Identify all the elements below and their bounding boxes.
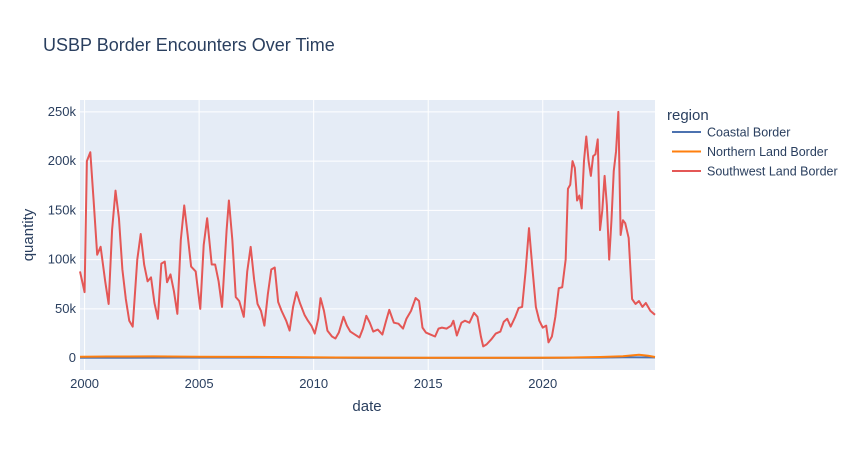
x-tick-label: 2015 (414, 376, 443, 391)
y-tick-label: 0 (69, 350, 76, 365)
x-tick-label: 2020 (528, 376, 557, 391)
tick-labels: 2000 2005 2010 2015 2020 0 50k 100k 150k 200k 250k (48, 104, 557, 391)
x-axis-title: date (352, 398, 381, 415)
legend: region Coastal Border Northern Land Borde… (667, 107, 838, 179)
series-line-northern-land-border (79, 353, 656, 359)
legend-label[interactable]: Coastal Border (707, 126, 790, 140)
x-tick-label: 2000 (70, 376, 99, 391)
x-tick-label: 2005 (185, 376, 214, 391)
x-tick-label: 2010 (299, 376, 328, 391)
series-line-southwest-land-border (79, 110, 656, 348)
chart-title: USBP Border Encounters Over Time (43, 35, 335, 55)
y-axis-title: quantity (20, 208, 37, 261)
series-lines (79, 110, 656, 359)
plot-background (80, 100, 655, 370)
y-tick-label: 100k (48, 252, 77, 267)
legend-title: region (667, 107, 709, 124)
legend-label[interactable]: Southwest Land Border (707, 165, 838, 179)
legend-label[interactable]: Northern Land Border (707, 145, 828, 159)
y-tick-label: 50k (55, 301, 76, 316)
y-tick-label: 250k (48, 104, 77, 119)
y-tick-label: 150k (48, 202, 77, 217)
y-tick-label: 200k (48, 153, 77, 168)
